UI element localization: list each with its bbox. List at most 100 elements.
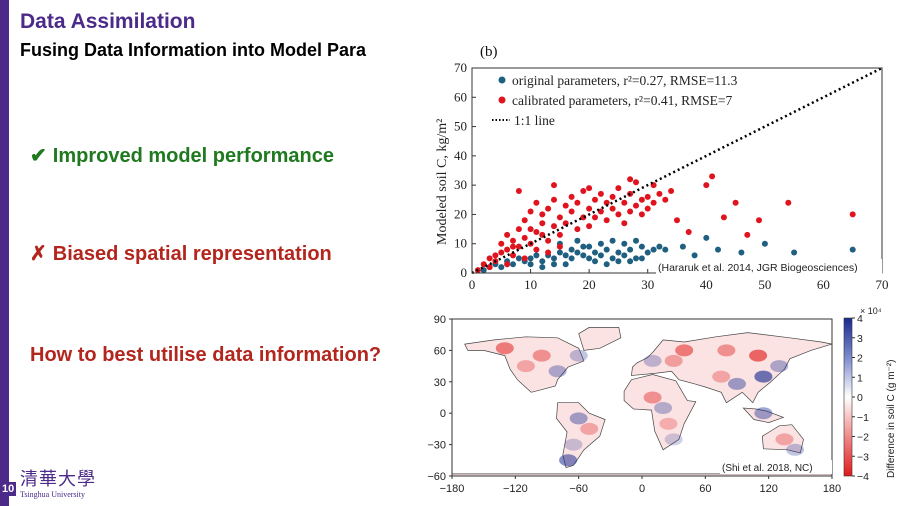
point-original [597,252,604,259]
landmass-north-america [464,336,585,393]
point-original [761,240,768,247]
map-patch [717,344,736,357]
cross-icon: ✗ [30,243,47,265]
map-patch [754,370,773,383]
point-calibrated [633,179,639,186]
point-calibrated [656,190,663,197]
point-calibrated [609,193,616,200]
point-original [580,243,587,250]
point-calibrated [545,249,552,256]
point-original [539,258,546,265]
map-patch [643,354,662,367]
point-calibrated [785,199,792,206]
map-y-tick-label: 0 [440,408,446,420]
point-calibrated [615,211,622,218]
point-calibrated [756,217,762,224]
map-patch [569,349,588,362]
point-original [679,243,686,250]
point-calibrated [521,234,528,241]
map-patch [712,370,731,383]
point-calibrated [668,188,675,194]
colorbar-tick-label: −3 [857,451,869,463]
point-calibrated [580,188,587,194]
map-patch [569,412,588,425]
y-axis-label: Modeled soil C, kg/m² [435,119,450,245]
point-calibrated [597,190,604,197]
x-tick-label: 60 [817,277,830,292]
point-calibrated [545,237,552,244]
point-calibrated [586,205,593,212]
map-patch [770,360,789,373]
colorbar-tick-label: 0 [857,392,863,404]
point-calibrated [592,196,598,203]
university-logo: 清華大學 Tsinghua University [20,470,120,504]
map-patch [580,422,599,435]
point-calibrated [486,255,493,262]
y-tick-label: 50 [454,119,467,134]
point-calibrated [586,185,593,192]
point-calibrated [527,226,534,233]
point-calibrated [521,217,528,224]
point-calibrated [597,208,604,215]
point-original [556,249,563,256]
point-calibrated [627,176,634,183]
point-original [849,246,856,253]
map-patch [749,349,768,362]
point-original [691,252,698,259]
point-original [527,255,534,262]
legend-label-original: original parameters, r²=0.27, RMSE=11.3 [512,73,738,88]
point-calibrated [551,223,557,230]
map-patch [754,407,773,420]
point-original [638,243,645,250]
logo-chinese-text: 清華大學 [20,469,96,490]
point-original [609,237,616,244]
map-patch [643,391,662,404]
point-original [791,249,798,256]
x-tick-label: 20 [583,277,596,292]
point-original [644,249,651,256]
point-original [562,252,569,259]
point-original [603,261,610,268]
point-original [574,237,581,244]
point-original [621,252,628,259]
colorbar-tick-label: 1 [857,372,863,384]
slide-title: Data Assimilation [20,10,196,33]
map-x-tick-label: 120 [759,483,777,495]
point-original [650,246,657,253]
map-patch [495,342,514,355]
map-patch [786,443,805,456]
point-original [603,246,610,253]
point-calibrated [603,199,610,206]
point-calibrated [568,208,575,215]
colorbar-tick-label: 4 [857,313,863,325]
map-patch [659,417,678,430]
landmass-south-america [556,402,606,469]
landmass-indonesia [742,407,785,423]
point-calibrated [662,196,669,203]
point-original [656,243,663,250]
scatter-chart: 0 10 20 30 40 50 60 70 0 10 20 30 40 50 60 70 (b) Model… [435,44,889,292]
legend-label-calibrated: calibrated parameters, r²=0.41, RMSE=7 [512,93,732,108]
point-original [633,255,639,262]
point-original [592,249,598,256]
colorbar-scale: × 10⁴ [860,306,882,316]
point-calibrated [633,202,639,209]
logo-english-text: Tsinghua University [20,490,85,499]
point-original [638,255,645,262]
point-original [533,252,540,259]
point-original [597,240,604,247]
point-calibrated [551,196,557,203]
map-patch [564,438,583,451]
x-tick-label: 50 [758,277,771,292]
colorbar [843,317,853,477]
point-calibrated [603,217,610,224]
x-tick-label: 40 [700,277,713,292]
x-tick-label: 70 [876,277,889,292]
point-calibrated [510,243,516,250]
scatter-citation: (Hararuk et al. 2014, JGR Biogeosciences… [658,262,858,274]
point-original [615,249,622,256]
landmass-greenland [578,327,622,351]
colorbar-tick-label: 3 [857,333,863,345]
point-calibrated [527,208,534,215]
